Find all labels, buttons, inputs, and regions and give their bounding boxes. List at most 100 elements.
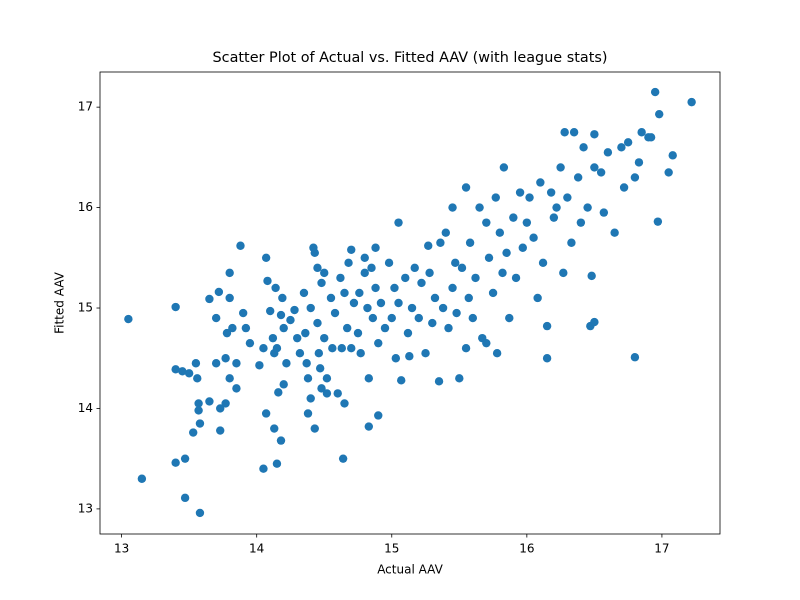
- point: [376, 298, 386, 308]
- point: [180, 493, 190, 503]
- point: [274, 388, 283, 397]
- point: [236, 241, 245, 250]
- plot-frame: [99, 71, 721, 535]
- point: [448, 283, 457, 293]
- point: [637, 128, 646, 137]
- point: [171, 365, 180, 374]
- point: [484, 253, 494, 263]
- point: [180, 454, 190, 463]
- point: [232, 384, 241, 393]
- point: [328, 343, 337, 353]
- point: [488, 288, 498, 298]
- point: [495, 228, 505, 237]
- point: [664, 168, 673, 177]
- point: [286, 315, 295, 325]
- point: [241, 323, 251, 333]
- point: [333, 389, 342, 398]
- point: [538, 258, 548, 268]
- point: [552, 203, 561, 212]
- point: [634, 158, 644, 167]
- point: [193, 374, 202, 383]
- point: [556, 163, 565, 172]
- point: [302, 359, 311, 368]
- point: [583, 203, 592, 212]
- point: [471, 273, 480, 283]
- point: [505, 313, 514, 323]
- point: [344, 258, 353, 268]
- point: [515, 188, 525, 197]
- point: [563, 193, 572, 202]
- point: [295, 349, 305, 358]
- point: [320, 268, 329, 278]
- point: [668, 151, 677, 160]
- point: [306, 303, 315, 313]
- point: [313, 318, 322, 328]
- point: [290, 305, 299, 315]
- point: [355, 288, 364, 298]
- x-axis-label: Actual AAV: [377, 563, 443, 577]
- point: [195, 508, 205, 518]
- point: [457, 263, 467, 273]
- x-tick-label: 14: [249, 542, 264, 556]
- y-tick-label: 13: [78, 501, 93, 515]
- point: [301, 328, 310, 338]
- point: [434, 377, 444, 386]
- point: [178, 367, 187, 376]
- point: [455, 374, 464, 383]
- y-tick-label: 14: [78, 401, 93, 415]
- point: [195, 419, 205, 428]
- point: [368, 313, 378, 323]
- point: [646, 133, 656, 142]
- point: [617, 143, 626, 152]
- point: [542, 321, 552, 331]
- point: [441, 228, 450, 237]
- point: [211, 359, 221, 368]
- point: [464, 293, 473, 303]
- point: [417, 278, 426, 288]
- point: [317, 384, 326, 393]
- point: [394, 218, 403, 227]
- point: [587, 271, 596, 281]
- point: [448, 203, 457, 212]
- point: [364, 374, 374, 383]
- point: [576, 218, 586, 227]
- point: [424, 241, 433, 250]
- point: [573, 173, 583, 182]
- point: [322, 374, 332, 383]
- point: [259, 464, 268, 473]
- point: [191, 359, 201, 368]
- point: [387, 313, 396, 323]
- point: [216, 404, 225, 413]
- point: [374, 338, 383, 348]
- point: [475, 203, 484, 212]
- point: [184, 369, 194, 378]
- point: [279, 323, 288, 333]
- point: [542, 354, 552, 363]
- point: [511, 273, 521, 283]
- point: [222, 328, 232, 338]
- point: [270, 424, 279, 433]
- point: [436, 238, 445, 247]
- y-tick-label: 17: [78, 100, 93, 114]
- x-tick-label: 17: [654, 542, 669, 556]
- point: [322, 389, 332, 398]
- point: [630, 353, 640, 362]
- point: [137, 474, 147, 483]
- point: [509, 213, 518, 222]
- point: [306, 394, 315, 403]
- point: [630, 173, 640, 182]
- point: [687, 97, 696, 107]
- point: [225, 374, 234, 383]
- y-tick-label: 16: [78, 200, 93, 214]
- point: [498, 268, 507, 278]
- point: [525, 193, 534, 202]
- point: [279, 380, 288, 389]
- point: [214, 287, 224, 297]
- point: [356, 349, 365, 358]
- point: [303, 374, 313, 383]
- point: [407, 303, 417, 313]
- point: [522, 218, 532, 227]
- point: [342, 323, 352, 333]
- point: [536, 178, 545, 187]
